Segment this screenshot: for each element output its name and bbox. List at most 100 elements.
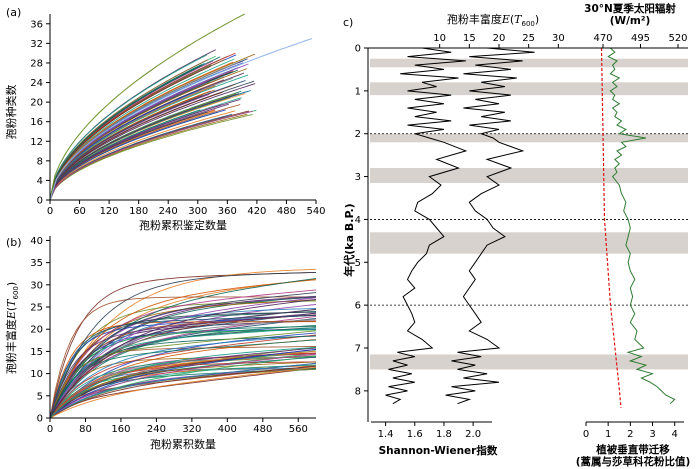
richness-top-tick-label: 10 [433,33,446,44]
richness-curve-b [49,330,317,419]
panel-b-curves [49,268,317,419]
rarefaction-curve-a [49,93,240,201]
panel-b-y-tick-label: 25 [30,303,43,314]
panel-a-x-tick-label: 120 [100,206,119,217]
rarefaction-curve-a [49,65,211,201]
richness-top-tick-label: 30 [552,33,565,44]
richness-curve-b [49,365,317,419]
panel-a-ylabel: 孢粉种类数 [4,85,18,140]
panel-a-x-tick-label: 60 [73,206,86,217]
panel-a-y-tick-label: 20 [30,98,43,109]
richness-curve-b [49,366,317,419]
rarefaction-curve-a [49,64,203,201]
panel-c-y-tick-label: 5 [355,258,361,269]
panel-a-x-tick-label: 0 [47,206,53,217]
panel-c-dashed-lines [370,133,688,306]
panel-b-x-tick-label: 320 [182,424,201,435]
panel-c-series [385,47,676,409]
panel-c-y-tick-label: 4 [355,215,361,226]
shannon-series [385,47,468,405]
panel-c-y-tick-label: 0 [355,44,361,55]
richness-top-tick-label: 15 [463,33,476,44]
insolation-top-tick-label: 470 [593,33,612,44]
rarefaction-curve-a [49,113,253,201]
rarefaction-curve-a [49,83,256,201]
richness-curve-b [49,279,317,419]
panel-a-y-tick-label: 36 [30,19,43,30]
panel-a-y-tick-label: 12 [30,137,43,148]
rarefaction-curve-a [49,68,247,201]
richness-curve-b [49,353,317,419]
richness-series [445,47,535,405]
richness-curve-b [49,314,317,419]
panel-c-y-tick-label: 2 [355,129,361,140]
panel-a-y-ticks: 0 4 8 12 16 20 24 28 32 36 [30,19,50,207]
rarefaction-curve-a [49,61,234,201]
richness-title: 孢粉丰富度E(T600) [447,12,539,28]
shaded-interval [370,133,688,143]
panel-c-y-tick-label: 8 [355,386,361,397]
panel-b-x-tick-label: 160 [111,424,130,435]
rarefaction-curve-a [49,103,229,201]
richness-curve-b [49,334,317,419]
panel-b-y-tick-label: 35 [30,258,43,269]
richness-curve-b [49,271,317,419]
panel-c-y-tick-label: 3 [355,172,361,183]
panel-a-x-tick-label: 420 [247,206,266,217]
insolation-top-tick-label: 520 [668,33,687,44]
shannon-bottom-tick-label: 2.0 [465,429,481,440]
panel-c-label: c) [343,16,353,29]
shaded-interval [370,58,688,68]
panel-a-x-tick-label: 180 [129,206,148,217]
panel-a-xlabel: 孢粉累积鉴定数量 [139,218,227,232]
panel-b: (b) 0 80 160 240 320 400 480 560 0 5 10 15 20 25 30 35… [4,236,317,451]
panel-c-y-tick-label: 1 [355,86,361,97]
panel-c-y-tick-label: 6 [355,301,361,312]
richness-curve-b [49,368,317,419]
insolation-unit: (W/m²) [610,15,651,27]
insolation-top-tick-label: 495 [631,33,650,44]
vegetation-title: 植被垂直带迁移 [595,443,670,456]
shaded-interval [370,82,688,96]
panel-a-x-tick-label: 240 [159,206,178,217]
rarefaction-curve-a [49,91,223,201]
panel-b-x-tick-label: 0 [47,424,53,435]
vegetation-bottom-tick-label: 1 [605,429,611,440]
panel-b-y-tick-label: 0 [37,414,43,425]
panel-b-y-tick-label: 5 [37,391,43,402]
panel-a-x-tick-label: 480 [277,206,296,217]
insolation-title: 30°N夏季太阳辐射 [584,2,676,15]
shaded-interval [370,354,688,370]
richness-curve-b [49,362,317,419]
panel-b-x-ticks: 0 80 160 240 320 400 480 560 [47,418,308,435]
vegetation-series [607,47,676,405]
rarefaction-curve-a [49,62,239,201]
richness-curve-b [49,277,317,419]
richness-curve-b [49,348,317,419]
panel-a-label: (a) [6,6,21,19]
panel-a-x-tick-label: 360 [218,206,237,217]
shannon-bottom-tick-label: 1.6 [407,429,423,440]
richness-curve-b [49,268,317,419]
rarefaction-curve-a [49,113,248,201]
panel-a-curves [49,13,313,201]
shannon-bottom-tick-label: 1.4 [378,429,394,440]
vegetation-bottom-tick-label: 3 [649,429,655,440]
panel-b-ylabel: 孢粉丰富度E(T600) [4,282,20,374]
panel-a-y-tick-label: 8 [37,156,43,167]
richness-top-tick-label: 25 [522,33,535,44]
vegetation-subtitle: (蒿属与莎草科花粉比值) [576,455,691,468]
richness-curve-b [49,298,317,419]
shannon-title: Shannon-Wiener指数 [379,444,498,457]
richness-curve-b [49,327,317,419]
panel-b-y-tick-label: 40 [30,236,43,247]
panel-c-y-tick-label: 7 [355,344,361,355]
richness-curve-b [49,334,317,419]
rarefaction-curve-a-long [49,37,313,201]
panel-b-y-ticks: 0 5 10 15 20 25 30 35 40 [30,236,50,425]
panel-b-y-tick-label: 10 [30,369,43,380]
rarefaction-curve-a [49,59,209,201]
panel-a-y-tick-label: 0 [37,196,43,207]
panel-b-label: (b) [6,236,22,249]
panel-a-x-ticks: 0 60 120 180 240 300 360 420 480 540 [47,200,326,217]
